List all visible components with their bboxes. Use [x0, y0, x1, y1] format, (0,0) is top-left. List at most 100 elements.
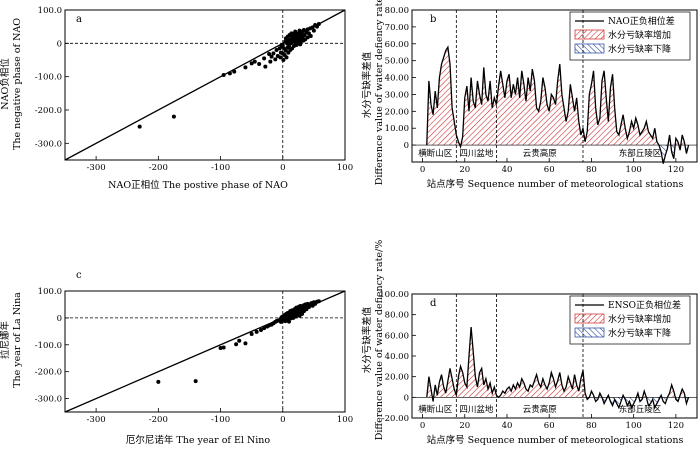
- data-point-a: [281, 58, 286, 62]
- x-tick-label-b: 40: [502, 165, 513, 175]
- x-tick-label-c: -300: [87, 415, 106, 425]
- data-point-a: [278, 55, 283, 60]
- data-point-a: [311, 28, 316, 33]
- x-tick-label-a: 0: [280, 163, 285, 173]
- legend-text-increase-d: 水分亏缺率增加: [608, 313, 671, 325]
- panel-letter-b: b: [430, 14, 436, 25]
- y-tick-label-d: 80.00: [385, 311, 409, 321]
- x-tick-label-a: -100: [211, 163, 230, 173]
- y-tick-label-b: 40.00: [385, 74, 409, 84]
- region-label-d: 东部丘陵区: [619, 404, 662, 415]
- data-point-a: [232, 69, 237, 74]
- difference-line-b: [426, 45, 690, 164]
- x-axis-label-a: NAO正相位 The postive phase of NAO: [108, 179, 288, 191]
- y-tick-label-c: -100.0: [35, 341, 62, 351]
- data-point-c: [316, 299, 321, 304]
- difference-line-d: [426, 327, 690, 410]
- y-axis-label-c-zh: 拉尼娜年: [0, 321, 11, 360]
- increase-fill-d: [426, 327, 689, 398]
- increase-fill-b: [426, 47, 689, 146]
- decrease-fill-b: [426, 145, 689, 164]
- y-axis-label-d-en: Difference value of water defiency rate/…: [374, 240, 385, 441]
- y-tick-label-d: 0: [404, 393, 409, 403]
- legend-d: ENSO正负相位差 水分亏缺率增加 水分亏缺率下降: [569, 295, 691, 345]
- y-tick-label-a: -300.0: [35, 139, 62, 149]
- x-tick-label-b: 60: [544, 165, 555, 175]
- data-point-c: [243, 341, 248, 346]
- data-point-a: [243, 65, 248, 70]
- plot-frame-c: [64, 290, 346, 413]
- data-point-a: [137, 124, 142, 129]
- data-point-a: [273, 57, 278, 62]
- x-axis-label-c: 厄尔尼诺年 The year of El Nino: [126, 434, 271, 446]
- data-point-c: [156, 379, 161, 384]
- y-tick-label-c: -200.0: [35, 368, 62, 378]
- x-tick-label-d: 60: [544, 421, 555, 431]
- legend-decrease-swatch-b: [574, 43, 605, 54]
- data-point-a: [252, 59, 257, 64]
- data-point-c: [287, 319, 291, 324]
- x-tick-label-b: 0: [420, 165, 425, 175]
- data-point-a: [305, 35, 310, 40]
- data-point-a: [293, 29, 298, 34]
- region-label-d: 横断山区: [418, 404, 453, 415]
- legend-text-decrease-b: 水分亏缺率下降: [608, 43, 671, 55]
- x-tick-label-d: 100: [626, 421, 642, 431]
- legend-text-series-b: NAO正负相位差: [608, 15, 675, 27]
- x-tick-label-c: 100: [337, 415, 353, 425]
- data-point-a: [298, 42, 303, 47]
- legend-increase-swatch-b: [574, 29, 605, 40]
- panel-letter-d: d: [430, 298, 437, 309]
- data-point-a: [267, 52, 272, 56]
- data-point-c: [221, 345, 226, 350]
- x-axis-label-d: 站点序号 Sequence number of meteorological s…: [427, 434, 684, 446]
- y-tick-label-b: 50.00: [385, 57, 409, 67]
- x-tick-label-a: -200: [149, 163, 168, 173]
- y-tick-label-c: 0: [57, 314, 62, 324]
- data-point-a: [268, 59, 273, 64]
- y-tick-label-b: 0: [404, 141, 409, 151]
- x-tick-label-d: 20: [459, 421, 470, 431]
- y-tick-label-b: 80.00: [385, 6, 409, 16]
- x-tick-label-b: 80: [586, 165, 597, 175]
- data-point-c: [262, 326, 267, 331]
- panel-letter-c: c: [76, 270, 82, 281]
- scatter-panel-c: 拉尼娜年 The year of La Nina 厄尔尼诺年 The year …: [0, 270, 353, 446]
- legend-increase-swatch-d: [574, 313, 605, 324]
- data-point-c: [259, 327, 263, 332]
- data-point-c: [193, 379, 198, 384]
- region-label-d: 四川盆地: [459, 404, 494, 415]
- y-tick-label-d: 60.00: [385, 331, 409, 341]
- data-point-a: [269, 54, 274, 59]
- data-point-a: [280, 43, 285, 47]
- data-point-a: [227, 71, 232, 76]
- x-tick-label-b: 120: [668, 165, 684, 175]
- x-axis-label-b: 站点序号 Sequence number of meteorological s…: [427, 178, 684, 190]
- y-tick-label-b: 10.00: [385, 124, 409, 134]
- y-tick-label-c: -300.0: [35, 395, 62, 405]
- legend-text-increase-b: 水分亏缺率增加: [608, 29, 671, 41]
- data-point-a: [274, 48, 279, 52]
- region-label-b: 横断山区: [418, 148, 453, 159]
- y-axis-label-a-zh: NAO负相位: [0, 58, 11, 110]
- data-point-a: [262, 56, 267, 61]
- x-tick-label-d: 40: [502, 421, 513, 431]
- y-axis-label-b-zh: 水分亏缺率差值: [361, 51, 373, 118]
- y-tick-label-b: 60.00: [385, 40, 409, 50]
- y-axis-label-d-zh: 水分亏缺率差值: [361, 306, 373, 373]
- data-point-c: [218, 346, 223, 351]
- data-point-c: [237, 338, 242, 343]
- x-tick-label-d: 0: [420, 421, 425, 431]
- region-label-b: 云贵高原: [523, 148, 557, 159]
- region-label-d: 云贵高原: [523, 404, 557, 415]
- y-tick-label-a: 0: [57, 39, 62, 49]
- legend-text-decrease-d: 水分亏缺率下降: [608, 327, 671, 339]
- data-point-a: [171, 114, 176, 119]
- x-tick-label-b: 20: [459, 165, 470, 175]
- region-label-b: 东部丘陵区: [619, 148, 662, 159]
- area-panel-d: 水分亏缺率差值 Difference value of water defien…: [361, 240, 698, 446]
- y-axis-label-a-en: The negative phase of NAO: [12, 18, 23, 150]
- x-tick-label-d: 120: [668, 421, 684, 431]
- x-tick-label-a: 100: [337, 163, 353, 173]
- data-point-a: [308, 34, 313, 38]
